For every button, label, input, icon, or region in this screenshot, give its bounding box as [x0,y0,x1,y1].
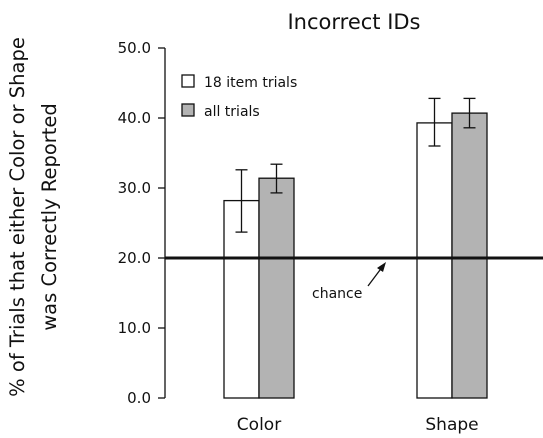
y-axis-label-line-2: was Correctly Reported [38,103,61,331]
bar-shape-series-2 [451,112,488,399]
bar-color-series-2 [258,177,295,399]
legend-swatch-all-trials [181,103,195,117]
bar-color-series-1 [223,199,260,399]
y-tick-label-40: 40.0 [118,109,151,127]
category-label-shape: Shape [425,415,478,435]
legend-label-all-trials: all trials [204,104,260,120]
bar-shape-series-1 [416,122,453,399]
chance-annotation: chance [312,286,362,302]
legend-swatch-18-item-trials [181,74,195,88]
chance-arrow [367,262,386,287]
legend: 18 item trials all trials [181,74,297,120]
y-tick-label-50: 50.0 [118,39,151,57]
y-tick-label-0: 0.0 [127,389,151,407]
y-tick-label-10: 10.0 [118,319,151,337]
legend-label-18-item-trials: 18 item trials [204,75,297,91]
y-tick-label-20: 20.0 [118,249,151,267]
category-label-color: Color [237,415,281,435]
plot-area: 0.0 10.0 20.0 30.0 40.0 50.0 Color Shape [118,39,543,435]
y-tick-label-30: 30.0 [118,179,151,197]
chart-title: Incorrect IDs [287,10,420,34]
y-axis-label-line-1: % of Trials that either Color or Shape [6,37,29,397]
